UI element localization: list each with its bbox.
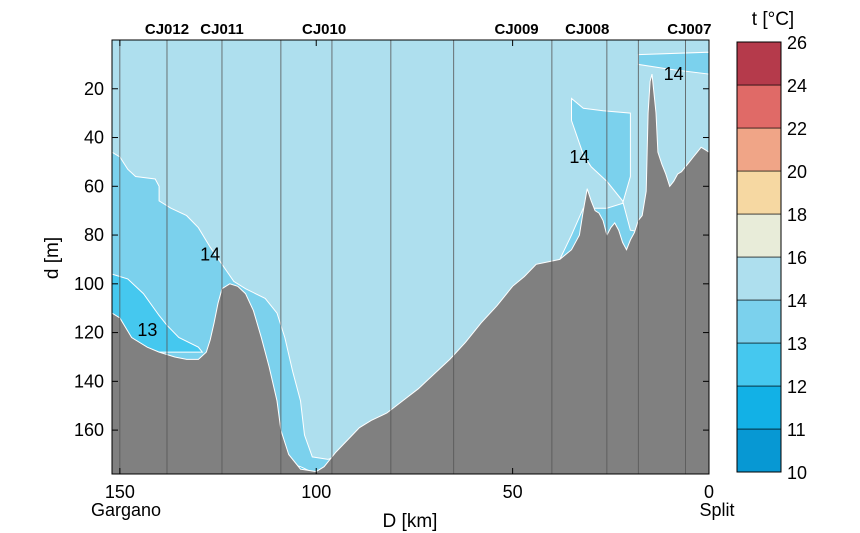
colorbar-label-13: 13	[787, 334, 807, 354]
plot-axes: 150 100 50 0 20 40 60 80 100 120 140 160	[74, 39, 714, 502]
station-label-cj008: CJ008	[565, 21, 609, 38]
colorbar: 10 11 12 13 14 16 18 20 22 24 26	[736, 33, 807, 483]
colorbar-swatch-8	[736, 84, 782, 129]
colorbar-title: t [°C]	[752, 9, 794, 30]
colorbar-label-11: 11	[787, 420, 806, 440]
contour-label-2: 14	[569, 147, 589, 167]
plot-frame	[111, 39, 710, 475]
y-tick-label-100: 100	[74, 274, 104, 294]
x-axis-label: D [km]	[383, 511, 438, 532]
colorbar-swatch-3	[736, 299, 782, 344]
contour-label-0: 14	[200, 245, 220, 265]
station-labels: CJ012 CJ011 CJ010 CJ009 CJ008 CJ007	[145, 21, 712, 38]
left-end-label: Gargano	[91, 500, 161, 520]
y-tick-label-120: 120	[74, 323, 104, 343]
x-tick-label-150: 150	[105, 482, 135, 502]
colorbar-label-18: 18	[787, 205, 807, 225]
colorbar-label-24: 24	[787, 76, 807, 96]
station-label-cj012: CJ012	[145, 21, 189, 38]
colorbar-label-10: 10	[787, 463, 807, 483]
station-label-cj011: CJ011	[200, 21, 243, 38]
y-tick-label-60: 60	[84, 176, 104, 196]
colorbar-swatch-4	[736, 256, 782, 301]
x-tick-label-50: 50	[503, 482, 523, 502]
y-tick-label-20: 20	[84, 79, 104, 99]
colorbar-label-26: 26	[787, 33, 807, 53]
x-tick-label-0: 0	[704, 482, 714, 502]
colorbar-label-14: 14	[787, 291, 807, 311]
y-axis-label: d [m]	[42, 237, 63, 279]
contour-label-3: 14	[664, 64, 684, 84]
colorbar-swatch-0	[736, 428, 782, 473]
colorbar-label-20: 20	[787, 162, 807, 182]
contour-labels: 14 13 14 14	[137, 64, 683, 340]
colorbar-swatch-7	[736, 127, 782, 172]
right-end-label: Split	[699, 500, 734, 520]
colorbar-swatch-6	[736, 170, 782, 215]
contour-label-1: 13	[137, 320, 157, 340]
y-tick-label-140: 140	[74, 371, 104, 391]
colorbar-label-16: 16	[787, 248, 807, 268]
cast-lines	[119, 40, 686, 474]
colorbar-swatch-2	[736, 342, 782, 387]
y-tick-label-80: 80	[84, 225, 104, 245]
seabed-fill	[111, 73, 710, 475]
bathymetry-silhouette	[111, 73, 710, 475]
colorbar-label-22: 22	[787, 119, 807, 139]
colorbar-swatch-9	[736, 41, 782, 86]
x-tick-label-100: 100	[301, 482, 331, 502]
station-label-cj010: CJ010	[302, 21, 346, 38]
y-tick-label-40: 40	[84, 128, 104, 148]
colorbar-label-12: 12	[787, 377, 807, 397]
station-label-cj009: CJ009	[494, 21, 538, 38]
colorbar-swatch-1	[736, 385, 782, 430]
y-tick-label-160: 160	[74, 420, 104, 440]
colorbar-swatch-5	[736, 213, 782, 258]
colorbar-frame	[736, 41, 782, 473]
station-label-cj007: CJ007	[667, 21, 711, 38]
